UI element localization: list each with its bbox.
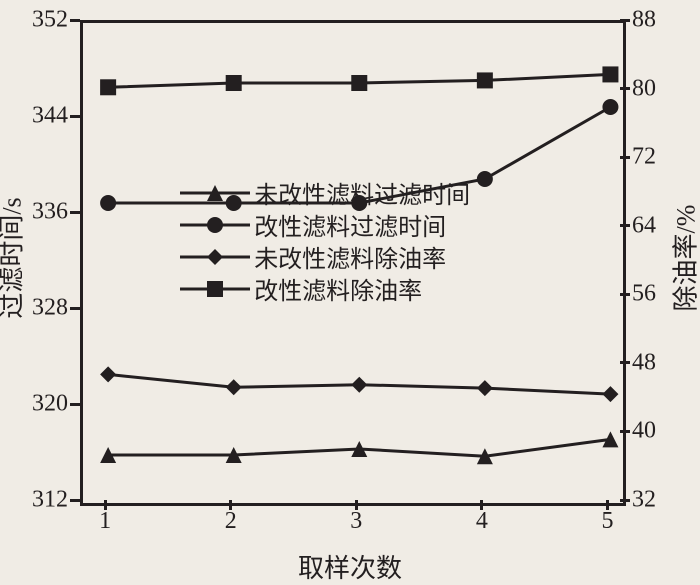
y-axis-left-label: 过滤时间/s <box>0 197 29 318</box>
legend-marker-diamond-icon <box>180 247 250 267</box>
y-left-tick <box>70 211 80 214</box>
y-right-tick-label: 64 <box>632 212 656 239</box>
legend-item-unmod-time: 未改性滤料过滤时间 <box>180 177 470 209</box>
y-right-tick <box>620 156 630 159</box>
legend-item-mod-time: 改性滤料过滤时间 <box>180 209 470 241</box>
y-left-tick-label: 352 <box>32 7 68 34</box>
x-tick-label: 2 <box>225 508 237 535</box>
y-left-tick <box>70 307 80 310</box>
y-right-tick-label: 48 <box>632 349 656 376</box>
x-tick-label: 4 <box>476 508 488 535</box>
y-right-tick <box>620 430 630 433</box>
y-left-tick <box>70 403 80 406</box>
y-left-tick <box>70 499 80 502</box>
y-left-tick-label: 336 <box>32 199 68 226</box>
legend-label: 改性滤料除油率 <box>254 271 422 306</box>
y-right-tick <box>620 361 630 364</box>
y-left-tick-label: 320 <box>32 391 68 418</box>
x-tick-label: 5 <box>601 508 613 535</box>
y-left-tick-label: 344 <box>32 103 68 130</box>
y-left-tick-label: 328 <box>32 295 68 322</box>
y-right-tick-label: 72 <box>632 144 656 171</box>
y-right-tick-label: 32 <box>632 487 656 514</box>
plot-area: 未改性滤料过滤时间改性滤料过滤时间未改性滤料除油率改性滤料除油率 <box>80 20 626 506</box>
legend-item-mod-oil: 改性滤料除油率 <box>180 273 470 305</box>
y-right-tick-label: 88 <box>632 7 656 34</box>
x-tick-label: 3 <box>350 508 362 535</box>
y-left-tick <box>70 19 80 22</box>
y-left-tick-label: 312 <box>32 487 68 514</box>
y-right-tick <box>620 19 630 22</box>
legend-label: 未改性滤料过滤时间 <box>254 175 470 210</box>
y-right-tick <box>620 499 630 502</box>
legend: 未改性滤料过滤时间改性滤料过滤时间未改性滤料除油率改性滤料除油率 <box>180 177 470 305</box>
y-left-tick <box>70 115 80 118</box>
legend-label: 改性滤料过滤时间 <box>254 207 446 242</box>
legend-marker-circle-icon <box>180 215 250 235</box>
y-right-tick-label: 40 <box>632 418 656 445</box>
y-right-tick <box>620 293 630 296</box>
legend-item-unmod-oil: 未改性滤料除油率 <box>180 241 470 273</box>
y-axis-right-label: 除油率/% <box>666 205 700 312</box>
chart-container: 未改性滤料过滤时间改性滤料过滤时间未改性滤料除油率改性滤料除油率 过滤时间/s … <box>0 0 700 583</box>
x-axis-label: 取样次数 <box>298 548 402 585</box>
legend-marker-square-icon <box>180 279 250 299</box>
x-tick-label: 1 <box>99 508 111 535</box>
y-right-tick-label: 80 <box>632 75 656 102</box>
y-right-tick <box>620 87 630 90</box>
legend-marker-triangle-icon <box>180 183 250 203</box>
y-right-tick-label: 56 <box>632 281 656 308</box>
y-right-tick <box>620 224 630 227</box>
legend-label: 未改性滤料除油率 <box>254 239 446 274</box>
